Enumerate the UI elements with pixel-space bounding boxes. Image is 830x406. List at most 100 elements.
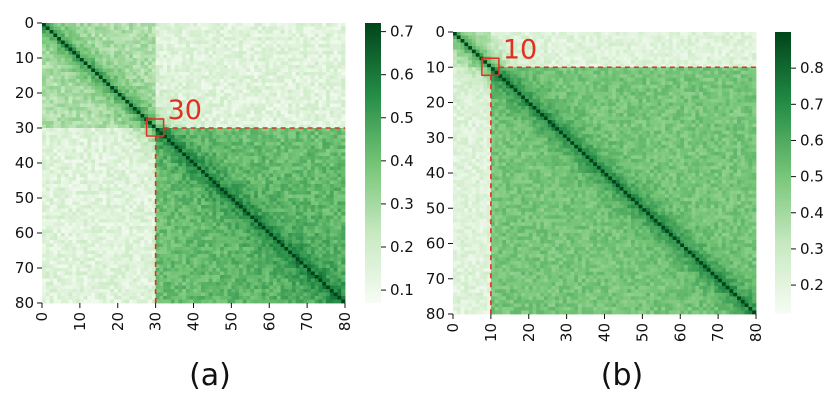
heatmap-cell <box>273 128 278 132</box>
heatmap-cell <box>341 121 346 125</box>
heatmap-cell <box>299 23 304 27</box>
heatmap-cell <box>98 205 103 209</box>
heatmap-cell <box>291 30 297 34</box>
heatmap-cell <box>303 142 308 146</box>
heatmap-cell <box>273 236 278 241</box>
heatmap-cell <box>220 187 225 192</box>
heatmap-cell <box>76 96 81 101</box>
heatmap-cell <box>314 166 319 171</box>
heatmap-cell <box>121 117 126 122</box>
heatmap-cell <box>269 233 274 237</box>
heatmap-cell <box>208 201 213 206</box>
heatmap-cell <box>197 37 202 41</box>
heatmap-cell <box>60 96 66 101</box>
heatmap-cell <box>326 110 331 115</box>
heatmap-cell <box>295 68 300 73</box>
heatmap-cell <box>310 82 316 87</box>
heatmap-cell <box>254 72 259 76</box>
heatmap-cell <box>53 159 58 164</box>
heatmap-cell <box>254 47 259 52</box>
heatmap-cell <box>125 103 130 108</box>
heatmap-cell <box>106 124 111 129</box>
heatmap-cell <box>178 33 183 38</box>
heatmap-cell <box>197 180 202 185</box>
heatmap-cell <box>231 170 236 174</box>
heatmap-cell <box>136 61 141 66</box>
heatmap-cell <box>208 191 213 195</box>
heatmap-cell <box>155 166 160 171</box>
heatmap-cell <box>49 68 54 73</box>
heatmap-cell <box>60 152 66 157</box>
heatmap-cell <box>98 152 103 157</box>
heatmap-cell <box>125 156 130 160</box>
heatmap-cell <box>113 100 119 104</box>
heatmap-cell <box>269 30 274 34</box>
heatmap-cell <box>121 47 126 52</box>
heatmap-cell <box>265 30 270 34</box>
heatmap-cell <box>326 47 331 52</box>
heatmap-cell <box>72 114 77 118</box>
heatmap-cell <box>182 145 187 150</box>
heatmap-cell <box>49 212 54 216</box>
heatmap-cell <box>72 198 77 202</box>
heatmap-cell <box>333 40 338 45</box>
heatmap-cell <box>166 222 172 227</box>
heatmap-cell <box>223 117 228 122</box>
heatmap-cell <box>216 180 221 185</box>
heatmap-cell <box>121 215 126 220</box>
heatmap-cell <box>295 65 300 69</box>
heatmap-cell <box>276 177 282 181</box>
heatmap-cell <box>288 33 293 38</box>
heatmap-cell <box>140 173 145 178</box>
heatmap-cell <box>106 79 111 83</box>
heatmap-cell <box>257 173 263 178</box>
heatmap-cell <box>79 229 85 234</box>
heatmap-cell <box>170 152 175 157</box>
heatmap-cell <box>329 222 335 227</box>
heatmap-cell <box>333 58 338 62</box>
heatmap-cell <box>79 124 85 129</box>
heatmap-cell <box>208 156 213 160</box>
heatmap-cell <box>95 89 100 94</box>
heatmap-cell <box>322 198 327 202</box>
heatmap-cell <box>216 191 221 195</box>
heatmap-cell <box>170 159 175 164</box>
heatmap-cell <box>129 121 134 125</box>
heatmap-cell <box>322 82 327 87</box>
heatmap-cell <box>45 107 50 111</box>
heatmap-cell <box>132 201 138 206</box>
heatmap-cell <box>280 184 285 188</box>
heatmap-cell <box>208 51 213 55</box>
heatmap-cell <box>60 61 66 66</box>
heatmap-cell <box>129 184 134 188</box>
heatmap-cell <box>201 191 206 195</box>
heatmap-cell <box>246 58 251 62</box>
heatmap-cell <box>280 110 285 115</box>
heatmap-cell <box>216 33 221 38</box>
heatmap-cell <box>159 89 164 94</box>
heatmap-cell <box>189 236 194 241</box>
heatmap-cell <box>265 142 270 146</box>
heatmap-cell <box>129 65 134 69</box>
heatmap-cell <box>326 145 331 150</box>
heatmap-cell <box>227 191 232 195</box>
heatmap-cell <box>273 173 278 178</box>
heatmap-cell <box>140 215 145 220</box>
heatmap-cell <box>341 159 346 164</box>
heatmap-cell <box>185 149 191 153</box>
heatmap-cell <box>125 138 130 143</box>
heatmap-cell <box>117 124 122 129</box>
heatmap-cell <box>87 170 92 174</box>
heatmap-cell <box>64 135 69 139</box>
heatmap-cell <box>273 51 278 55</box>
heatmap-cell <box>117 96 122 101</box>
heatmap-cell <box>79 135 85 139</box>
heatmap-cell <box>68 229 73 234</box>
heatmap-cell <box>102 208 107 213</box>
heatmap-cell <box>322 152 327 157</box>
heatmap-cell <box>333 54 338 59</box>
heatmap-cell <box>276 156 282 160</box>
heatmap-cell <box>265 107 270 111</box>
heatmap-cell <box>87 82 92 87</box>
heatmap-cell <box>178 159 183 164</box>
